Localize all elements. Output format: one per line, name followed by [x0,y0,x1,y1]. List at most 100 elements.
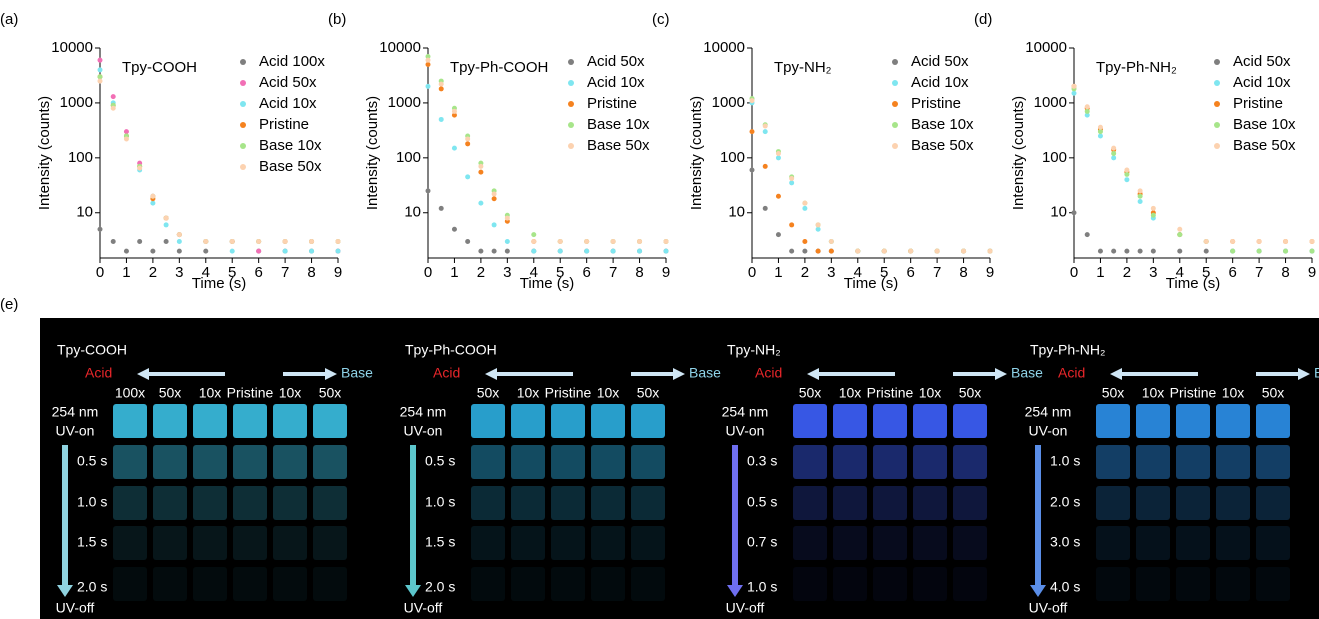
data-point [1097,133,1103,139]
x-tick-label: 2 [477,264,485,281]
data-point [775,232,781,238]
data-point [789,248,795,254]
legend-marker [240,164,246,170]
data-point [1124,177,1130,183]
sample-square [471,404,505,438]
x-tick-label: 6 [254,264,262,281]
sample-square [1216,445,1250,479]
data-point [335,238,341,244]
panel-label: (c) [652,11,670,28]
time-label: 2.0 s [425,579,455,595]
sample-square [1216,486,1250,520]
y-tick-label: 1000 [1034,94,1067,111]
sample-square [631,404,665,438]
chart-title: Tpy-NH₂ [774,59,832,76]
sample-square [1256,486,1290,520]
legend-marker [1214,122,1220,128]
data-point [438,116,444,122]
data-point [749,167,755,173]
sample-square [631,486,665,520]
data-point [97,78,103,84]
sample-square [953,567,987,601]
legend-marker [892,101,898,107]
legend-marker [240,122,246,128]
data-point [663,238,669,244]
data-point [1177,248,1183,254]
sample-square [153,404,187,438]
x-tick-label: 3 [175,264,183,281]
x-tick-label: 2 [149,264,157,281]
legend-marker [568,143,574,149]
data-point [1137,199,1143,205]
x-tick-label: 6 [1228,264,1236,281]
data-point [1071,83,1077,89]
legend-label: Base 50x [911,137,974,154]
data-point [1124,171,1130,177]
legend-marker [1214,80,1220,86]
y-tick-label: 100 [720,149,745,166]
sample-square [873,445,907,479]
data-point [451,145,457,151]
sample-square [1136,404,1170,438]
uv-off-label: UV-off [404,600,443,616]
sample-square [1096,404,1130,438]
data-point [504,238,510,244]
group-title: Tpy-NH₂ [727,342,781,358]
sample-square [793,404,827,438]
data-point [1230,248,1236,254]
sample-square [793,567,827,601]
sample-square [1216,567,1250,601]
sample-square [193,526,227,560]
data-point [425,57,431,63]
sample-square [953,445,987,479]
sample-square [1176,486,1210,520]
data-point [478,169,484,175]
arrow-left [807,368,895,380]
arrow-right [283,368,337,380]
data-point [802,200,808,206]
uv-on-label: UV-on [1029,423,1068,439]
legend-label: Acid 10x [587,74,645,91]
sample-square [153,445,187,479]
sample-square [313,404,347,438]
sample-square [793,486,827,520]
y-tick-label: 10000 [703,39,745,56]
x-tick-label: 3 [1149,264,1157,281]
data-point [123,136,129,142]
data-point [309,238,315,244]
data-point [828,248,834,254]
chart-title: Tpy-Ph-COOH [450,59,548,76]
photo-panel: Tpy-COOH Acid Base 100x 50x 10x Pristine 10x 50x… [52,342,1319,616]
data-point [828,238,834,244]
legend-label: Pristine [587,95,637,112]
data-point [815,222,821,228]
arrow-right [631,368,685,380]
chart-title: Tpy-Ph-NH₂ [1096,59,1177,76]
x-tick-label: 7 [933,264,941,281]
time-label: 3.0 s [1050,534,1080,550]
data-point [123,248,129,254]
panel-label: (d) [974,11,992,28]
legend-marker [240,59,246,65]
sample-square [833,567,867,601]
sample-square [1096,526,1130,560]
arrow-right [953,368,1007,380]
sample-square [1176,526,1210,560]
data-point [203,238,209,244]
data-point [97,74,103,80]
base-label: Base [341,365,373,381]
column-label: Pristine [867,385,914,401]
x-tick-label: 7 [1255,264,1263,281]
x-tick-label: 0 [96,264,104,281]
data-point [584,248,590,254]
y-tick-label: 100 [68,149,93,166]
column-label: 100x [115,385,145,401]
column-label: 10x [919,385,942,401]
data-point [775,150,781,156]
uv-on-label: UV-on [726,423,765,439]
data-point [438,81,444,87]
data-point [425,54,431,60]
data-point [451,108,457,114]
column-label: 50x [637,385,660,401]
legend-marker [892,143,898,149]
